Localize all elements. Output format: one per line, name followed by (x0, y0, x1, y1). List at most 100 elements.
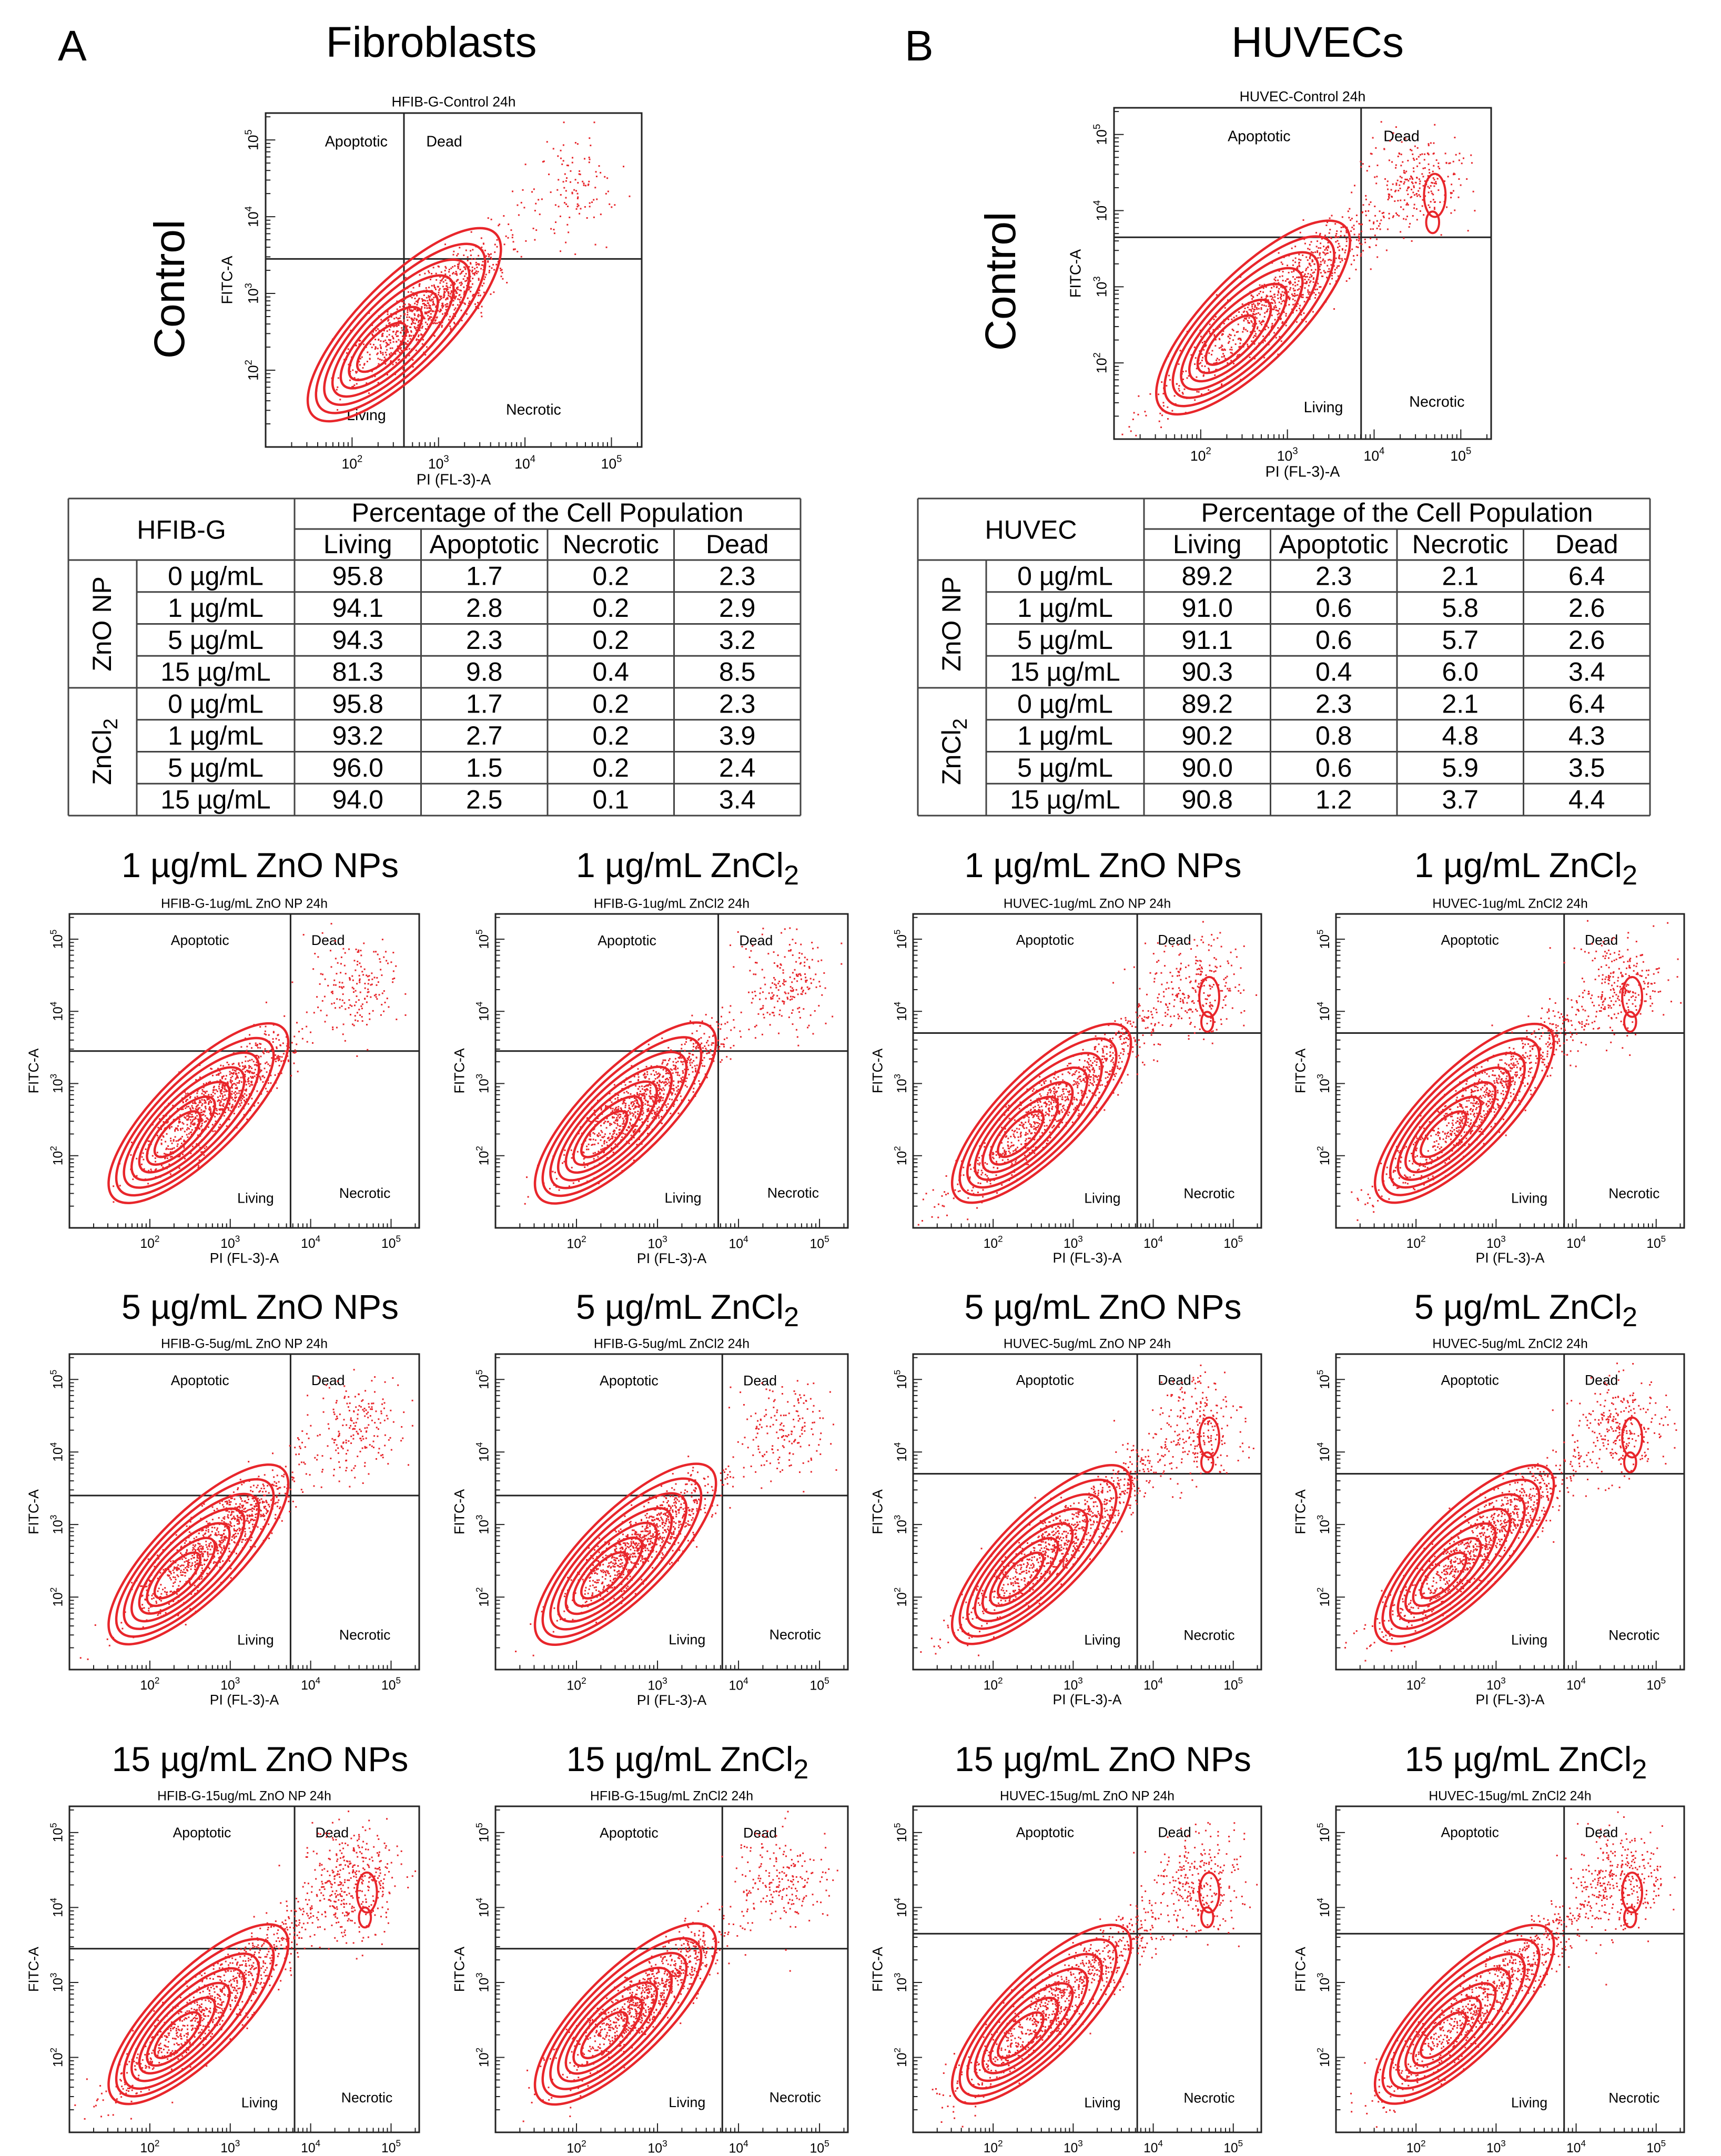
scatter-point (704, 1045, 706, 1047)
scatter-point (222, 1075, 225, 1077)
scatter-point (650, 1093, 652, 1095)
scatter-point (776, 995, 778, 997)
scatter-point (437, 265, 439, 267)
scatter-point (720, 1043, 722, 1045)
scatter-point (438, 289, 440, 291)
scatter-point (254, 1105, 256, 1107)
scatter-point (356, 371, 358, 373)
scatter-point (460, 281, 462, 283)
scatter-point (661, 1097, 663, 1099)
scatter-point (637, 1102, 639, 1104)
scatter-point (635, 1085, 637, 1087)
scatter-point (225, 1078, 227, 1080)
scatter-point (330, 966, 332, 968)
scatter-point (406, 335, 408, 337)
scatter-point (606, 177, 609, 179)
scatter-point (453, 321, 455, 323)
scatter-point (740, 1036, 742, 1038)
contour-level (339, 290, 439, 390)
scatter-point (453, 281, 455, 283)
scatter-point (801, 993, 803, 995)
scatter-point (187, 1099, 189, 1101)
scatter-point (1274, 319, 1276, 321)
scatter-point (636, 1144, 638, 1146)
scatter-point (1144, 411, 1146, 413)
scatter-point (1271, 314, 1273, 317)
scatter-point (612, 1110, 614, 1112)
scatter-point (662, 1097, 664, 1099)
scatter-point (235, 1091, 237, 1093)
scatter-point (231, 1087, 233, 1089)
scatter-point (1270, 302, 1272, 304)
scatter-point (634, 1131, 636, 1133)
scatter-point (384, 351, 387, 353)
scatter-point (1204, 365, 1206, 368)
scatter-point (1249, 356, 1251, 358)
scatter-point (705, 1048, 707, 1050)
scatter-point (431, 310, 433, 312)
scatter-point (636, 1093, 639, 1095)
scatter-point (1337, 265, 1339, 267)
scatter-point (1432, 170, 1434, 172)
scatter-point (1125, 1031, 1127, 1033)
scatter-point (1450, 197, 1452, 199)
scatter-point (433, 285, 435, 287)
scatter-point (256, 1061, 258, 1063)
scatter-point (201, 1104, 203, 1106)
scatter-point (407, 331, 409, 333)
scatter-point (1331, 215, 1333, 217)
scatter-point (324, 978, 326, 980)
scatter-point (180, 1129, 182, 1131)
scatter-point (1128, 426, 1130, 428)
scatter-point (1422, 199, 1424, 201)
scatter-point (453, 297, 455, 299)
scatter-point (395, 331, 397, 333)
scatter-point (841, 942, 843, 944)
scatter-point (1303, 238, 1305, 240)
scatter-point (1001, 1154, 1003, 1156)
scatter-point (403, 319, 405, 321)
scatter-point (1458, 159, 1460, 161)
scatter-point (668, 1081, 670, 1083)
scatter-point (463, 266, 465, 268)
scatter-point (550, 228, 552, 230)
scatter-point (424, 307, 426, 309)
scatter-point (1452, 174, 1454, 176)
scatter-point (193, 1123, 195, 1125)
scatter-point (633, 1160, 635, 1162)
scatter-point (740, 1011, 742, 1013)
scatter-point (463, 286, 465, 288)
scatter-point (598, 1151, 600, 1153)
scatter-point (1171, 410, 1173, 412)
scatter-point (752, 998, 754, 1000)
scatter-point (340, 963, 342, 965)
x-tick-label: 105 (1223, 1234, 1243, 1250)
scatter-point (624, 1084, 626, 1086)
row-label-control-a: Control (146, 220, 194, 359)
scatter-point (670, 1091, 672, 1093)
scatter-point (231, 1106, 234, 1108)
scatter-point (390, 313, 392, 315)
scatter-point (815, 973, 817, 975)
scatter-point (624, 1133, 626, 1135)
scatter-point (1185, 370, 1187, 372)
flow-plot: HFIB-G-1ug/mL ZnO NP 24h1021021031031041… (26, 897, 420, 1266)
scatter-point (276, 1056, 278, 1058)
scatter-point (1315, 246, 1318, 248)
scatter-point (583, 184, 585, 186)
scatter-point (410, 330, 412, 332)
scatter-point (1089, 1082, 1091, 1084)
scatter-point (673, 1105, 675, 1107)
scatter-point (218, 1073, 220, 1075)
scatter-point (791, 990, 793, 992)
scatter-point (646, 1124, 648, 1126)
scatter-point (426, 297, 428, 299)
scatter-point (381, 1004, 383, 1006)
scatter-point (679, 1051, 681, 1053)
scatter-point (351, 987, 353, 989)
scatter-point (342, 948, 345, 950)
scatter-point (1323, 270, 1325, 272)
scatter-point (666, 1064, 668, 1066)
scatter-point (643, 1097, 645, 1100)
scatter-point (684, 1050, 686, 1052)
